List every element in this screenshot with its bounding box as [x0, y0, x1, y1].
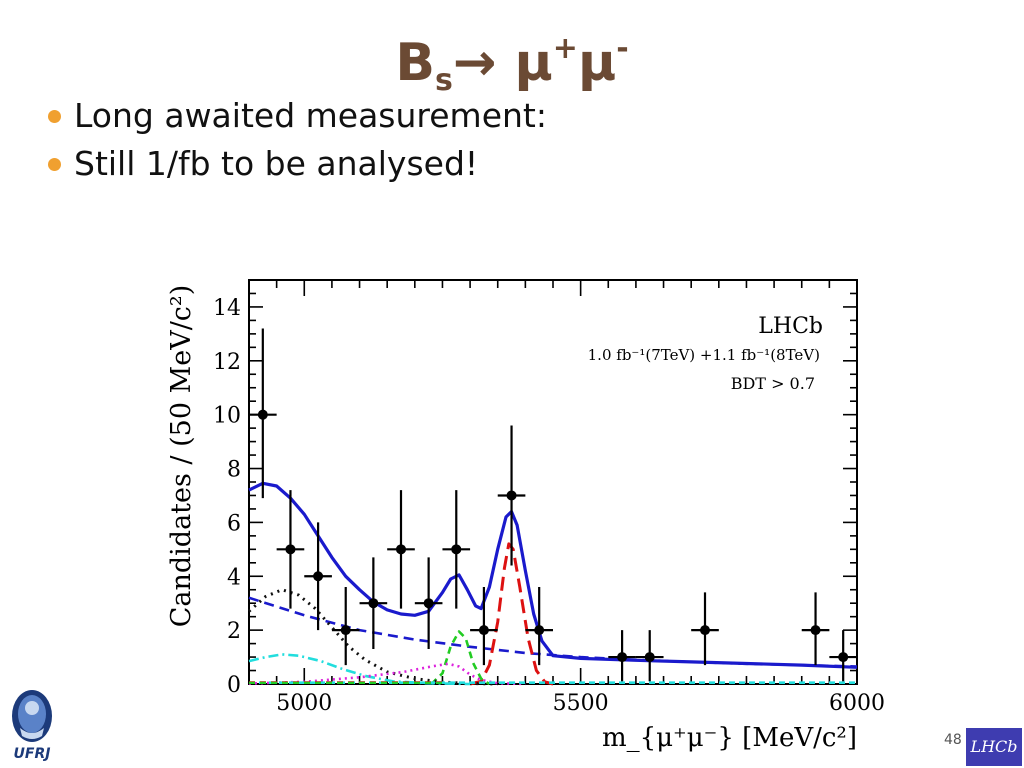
x-axis-label: m_{μ⁺μ⁻} [MeV/c²]	[602, 723, 857, 753]
plot-frame	[248, 279, 858, 685]
bullet-item: Still 1/fb to be analysed!	[48, 140, 547, 188]
x-tick-label: 5000	[276, 691, 332, 716]
data-point	[810, 625, 821, 636]
data-point	[285, 544, 296, 555]
bullet-dot-icon	[48, 157, 61, 171]
y-tick-label: 0	[227, 673, 241, 698]
ufrj-logo-text: UFRJ	[14, 746, 51, 762]
annotation-bdt-cut: BDT > 0.7	[731, 374, 815, 393]
data-point	[451, 544, 462, 555]
slide-title: Bs→ μ+μ-	[0, 14, 1024, 116]
bullet-item: Long awaited measurement:	[48, 92, 547, 140]
data-point	[644, 652, 655, 663]
title-plus: +	[552, 31, 578, 66]
annotation-luminosity: 1.0 fb⁻¹(7TeV) +1.1 fb⁻¹(8TeV)	[588, 346, 820, 364]
data-point	[257, 409, 268, 420]
total-fit-curve	[248, 481, 858, 669]
bd-signal-curve	[430, 630, 491, 686]
y-tick-label: 4	[227, 565, 241, 590]
bullet-text: Still 1/fb to be analysed!	[74, 144, 479, 183]
y-axis-label: Candidates / (50 MeV/c²)	[166, 285, 197, 628]
ufrj-logo-icon: UFRJ	[12, 690, 52, 762]
lhcb-logo-icon: LHCb	[966, 728, 1022, 766]
title-mu-minus: μ	[577, 33, 617, 93]
y-tick-label: 6	[227, 511, 241, 536]
data-point	[838, 652, 849, 663]
bullet-text: Long awaited measurement:	[74, 96, 547, 135]
title-minus: -	[616, 31, 629, 66]
annotation-lhcb: LHCb	[758, 314, 823, 339]
bullet-dot-icon	[48, 109, 61, 123]
data-point	[313, 571, 324, 582]
title-arrow: →	[452, 33, 497, 93]
x-tick-label: 5500	[553, 691, 609, 716]
data-point	[700, 625, 710, 636]
data-point	[617, 652, 628, 663]
title-mu-plus: μ	[514, 33, 553, 93]
y-tick-label: 14	[213, 296, 241, 321]
data-point	[506, 490, 517, 501]
data-point	[396, 544, 406, 555]
x-tick-label: 6000	[829, 691, 885, 716]
lhcb-logo-text: LHCb	[970, 737, 1018, 756]
y-tick-label: 10	[213, 404, 241, 429]
data-point	[534, 625, 545, 636]
data-point	[340, 625, 351, 636]
y-tick-label: 12	[213, 350, 241, 375]
combinatorial-bkg-curve	[248, 596, 858, 668]
bullet-list: Long awaited measurement: Still 1/fb to …	[48, 92, 547, 188]
data-point	[478, 625, 489, 636]
y-tick-label: 2	[227, 619, 241, 644]
title-subscript: s	[434, 63, 453, 98]
data-point	[423, 598, 434, 609]
page-number: 48	[944, 732, 962, 748]
data-point	[368, 598, 379, 609]
y-tick-label: 8	[227, 458, 241, 483]
title-b: B	[395, 33, 435, 93]
